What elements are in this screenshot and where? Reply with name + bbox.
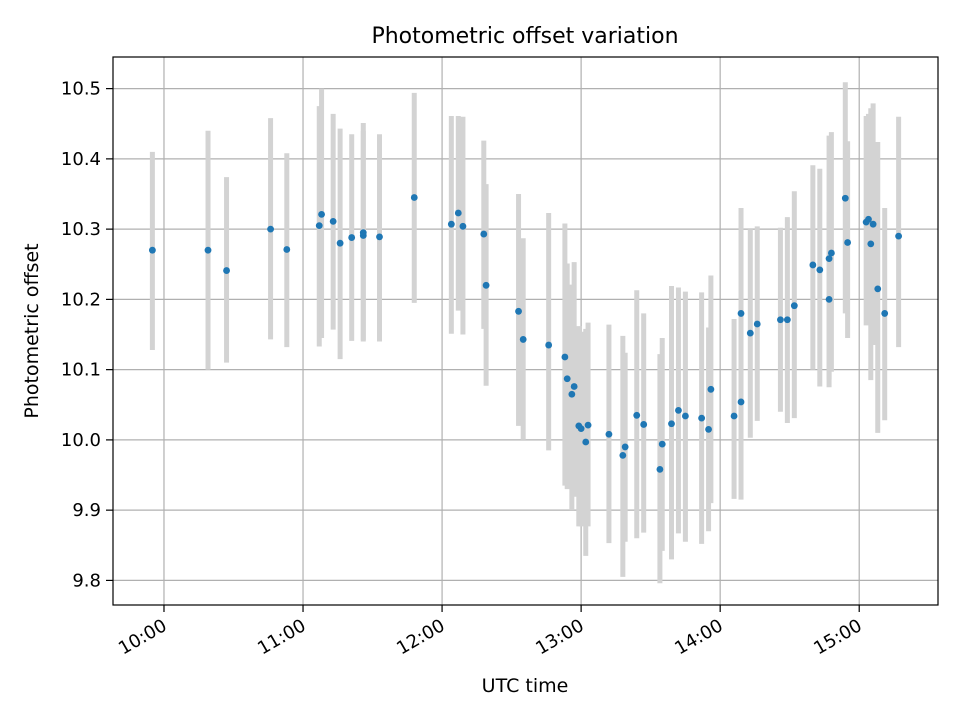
data-point bbox=[753, 320, 761, 328]
y-tick-label: 9.8 bbox=[72, 570, 101, 591]
data-point bbox=[633, 411, 641, 419]
y-tick-label: 10.1 bbox=[61, 360, 101, 381]
data-point bbox=[658, 440, 666, 448]
y-tick-label: 9.9 bbox=[72, 500, 101, 521]
data-point bbox=[825, 295, 833, 303]
data-point bbox=[315, 222, 323, 230]
data-point bbox=[545, 341, 553, 349]
data-point bbox=[605, 430, 613, 438]
data-point bbox=[895, 232, 903, 240]
y-tick-label: 10.0 bbox=[61, 430, 101, 451]
data-point bbox=[519, 336, 527, 343]
data-point bbox=[705, 425, 712, 433]
data-point bbox=[827, 249, 835, 257]
data-point bbox=[746, 329, 754, 337]
data-point bbox=[283, 246, 291, 253]
y-axis-label: Photometric offset bbox=[21, 243, 43, 418]
data-point bbox=[777, 316, 784, 324]
data-point bbox=[359, 229, 367, 237]
data-point bbox=[737, 310, 745, 317]
plot-area-frame bbox=[112, 56, 939, 606]
data-point bbox=[447, 220, 455, 228]
data-point bbox=[515, 307, 522, 315]
data-point bbox=[675, 406, 682, 414]
y-tick-label: 10.5 bbox=[61, 79, 101, 100]
data-point bbox=[844, 239, 852, 246]
data-point bbox=[825, 255, 833, 263]
data-point bbox=[267, 225, 274, 233]
data-point bbox=[841, 194, 849, 202]
data-point bbox=[867, 240, 875, 248]
data-point bbox=[563, 375, 571, 383]
data-point bbox=[577, 425, 585, 433]
data-points bbox=[148, 194, 903, 473]
data-point bbox=[783, 316, 791, 324]
data-point bbox=[482, 281, 490, 289]
data-point bbox=[682, 412, 689, 420]
data-point bbox=[561, 353, 569, 361]
data-point bbox=[737, 398, 745, 406]
data-point bbox=[410, 194, 418, 201]
data-point bbox=[707, 385, 715, 393]
data-point bbox=[874, 285, 882, 293]
data-point bbox=[816, 266, 824, 274]
data-point bbox=[640, 421, 648, 428]
data-point bbox=[790, 302, 798, 310]
data-point bbox=[698, 414, 706, 422]
data-point bbox=[570, 383, 578, 390]
data-point bbox=[668, 420, 675, 428]
y-axis: 9.8 9.9 10.0 10.1 10.2 10.3 10.4 10.5 bbox=[61, 79, 113, 591]
data-point bbox=[318, 210, 325, 218]
data-point bbox=[881, 310, 889, 317]
data-point bbox=[480, 230, 488, 238]
chart-title: Photometric offset variation bbox=[371, 24, 678, 49]
data-point bbox=[656, 466, 664, 473]
data-point bbox=[204, 246, 212, 254]
data-point bbox=[459, 222, 467, 230]
data-point bbox=[619, 451, 627, 459]
data-point bbox=[730, 412, 738, 420]
data-point bbox=[454, 209, 462, 217]
data-point bbox=[584, 421, 592, 429]
data-point bbox=[869, 220, 877, 228]
data-point bbox=[809, 261, 817, 269]
data-point bbox=[582, 438, 590, 446]
y-tick-label: 10.2 bbox=[61, 289, 101, 310]
data-point bbox=[376, 233, 383, 241]
data-point bbox=[336, 239, 344, 247]
x-axis-label: UTC time bbox=[482, 675, 569, 697]
data-point bbox=[568, 390, 576, 398]
grid bbox=[113, 57, 938, 605]
data-point bbox=[223, 267, 230, 274]
y-tick-label: 10.4 bbox=[61, 149, 101, 170]
data-point bbox=[329, 218, 337, 225]
data-point bbox=[148, 246, 156, 254]
y-tick-label: 10.3 bbox=[61, 219, 101, 240]
data-point bbox=[865, 215, 872, 223]
data-point bbox=[621, 443, 629, 451]
data-point bbox=[348, 234, 356, 241]
